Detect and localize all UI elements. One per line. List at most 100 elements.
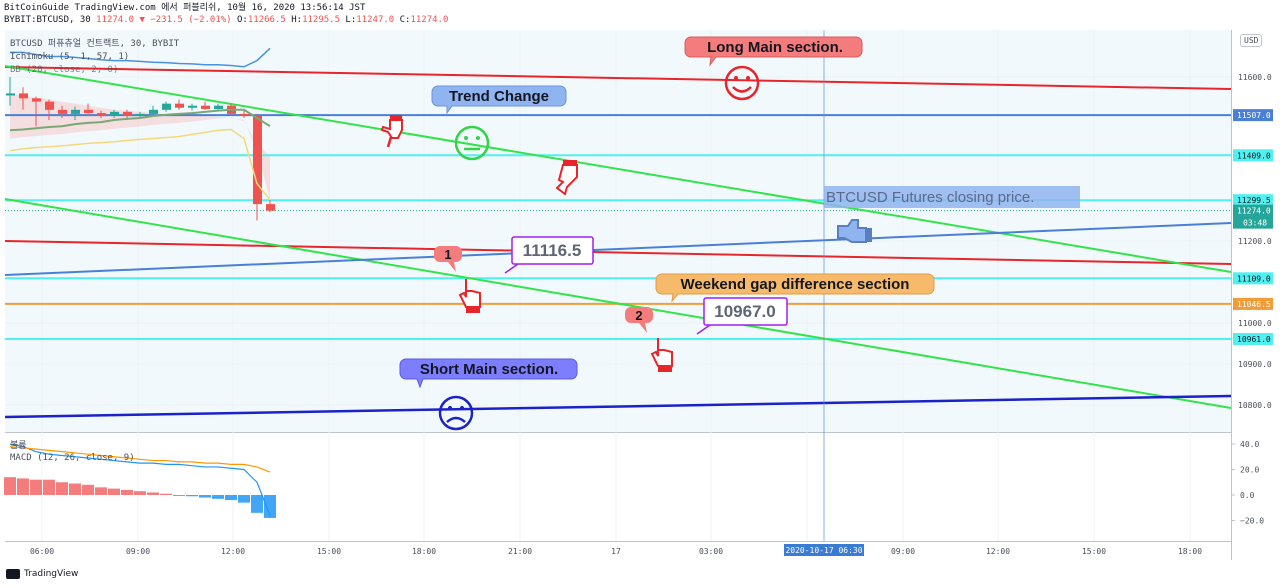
red-mid-trendline <box>4 240 1232 265</box>
long-main-callout[interactable]: Long Main section. <box>684 36 863 67</box>
macd-pane[interactable] <box>5 433 1231 541</box>
green-top-trendline <box>4 65 1232 273</box>
candle-body <box>45 101 54 110</box>
macd-histogram-bar <box>95 487 107 495</box>
candle-body <box>110 111 119 116</box>
candle-body <box>266 204 275 211</box>
price-label-10967[interactable]: 10967.0 <box>696 297 788 335</box>
low-label: L: <box>345 15 357 25</box>
blue-rising-trendline <box>4 222 1232 276</box>
price-label-11116[interactable]: 11116.5 <box>504 236 594 274</box>
price-tick-label: 11200.0 <box>1238 237 1272 246</box>
high-value: 11295.5 <box>302 15 340 25</box>
currency-button[interactable]: USD <box>1240 34 1263 47</box>
high-label: H: <box>291 15 303 25</box>
macd-histogram-bar <box>108 488 120 495</box>
macd-tick-label: 40.0 <box>1240 440 1259 449</box>
hand-pointer-icon <box>380 115 403 148</box>
macd-histogram-bar <box>134 491 146 495</box>
navy-rising-trendline <box>4 394 1232 419</box>
price-level-box <box>1233 297 1273 310</box>
hand-pointer-icon <box>458 279 481 313</box>
price-level-label: 10961.0 <box>1237 335 1271 344</box>
drawing-lines <box>4 65 1232 419</box>
candle-body <box>6 93 15 96</box>
price-level-box <box>1233 109 1273 122</box>
hand-pointer-icon <box>555 160 578 196</box>
closing-price-callout[interactable]: BTCUSD Futures closing price. <box>824 186 1080 208</box>
macd-histogram-bar <box>147 492 159 495</box>
current-price-label: 11274.0 <box>1237 207 1271 216</box>
price-tick-label: 10800.0 <box>1238 401 1272 410</box>
macd-histogram-bar <box>43 479 55 495</box>
bb-upper-line <box>10 47 271 68</box>
price-tick-label: 10900.0 <box>1238 360 1272 369</box>
weekend-gap-callout[interactable]: Weekend gap difference section <box>655 273 935 303</box>
time-tick-label: 18:00 <box>1178 547 1202 556</box>
macd-histogram-bar <box>238 495 250 503</box>
open-value: 11266.5 <box>247 15 286 25</box>
marker-1[interactable]: 1 <box>434 246 462 272</box>
macd-histogram-bar <box>69 483 81 495</box>
weekend-gap-label: Weekend gap difference section <box>681 276 910 293</box>
time-tick-label: 12:00 <box>221 547 245 556</box>
macd-histogram-bar <box>251 495 263 513</box>
macd-tick-label: 0.0 <box>1240 491 1255 500</box>
trend-change-label: Trend Change <box>449 88 549 105</box>
candle-body <box>188 105 197 108</box>
macd-histogram-bar <box>82 484 94 495</box>
legend-volume: 볼륨 <box>10 441 27 451</box>
macd-histogram-bar <box>225 495 237 501</box>
macd-histogram-bar <box>56 482 68 495</box>
candle-body <box>71 109 80 114</box>
candle-body <box>175 103 184 108</box>
signal-line <box>9 445 271 473</box>
price-tick-label: 11000.0 <box>1238 319 1272 328</box>
macd-histogram-bar <box>30 479 42 495</box>
trend-change-callout[interactable]: Trend Change <box>431 85 567 115</box>
crosshair-time-label: 2020-10-17 06:30 <box>785 546 862 555</box>
red-top-trendline <box>4 66 1232 90</box>
price-label-10967-text: 10967.0 <box>714 302 775 321</box>
macd-histogram-bar <box>212 495 224 499</box>
closing-price-label: BTCUSD Futures closing price. <box>826 189 1034 206</box>
candle-body <box>201 105 210 109</box>
publish-line: BitCoinGuide TradingView.com 에서 퍼블리쉬, 10… <box>4 3 366 13</box>
macd-tick-label: −20.0 <box>1240 517 1264 526</box>
countdown-label: 03:48 <box>1243 219 1267 228</box>
candle-body <box>19 93 28 99</box>
macd-histogram-bar <box>199 495 211 498</box>
smiley-sad-icon <box>438 395 474 431</box>
price-level-box <box>1233 332 1273 345</box>
short-main-callout[interactable]: Short Main section. <box>399 358 578 389</box>
price-level-label: 11507.0 <box>1237 111 1271 120</box>
macd-histogram-bar <box>173 495 185 496</box>
hand-pointer-icon <box>837 219 872 243</box>
time-tick-label: 12:00 <box>986 547 1010 556</box>
macd-series <box>4 443 276 518</box>
candle-body <box>136 113 145 116</box>
tradingview-logo[interactable]: TradingView <box>6 569 78 579</box>
price-level-label: 11409.0 <box>1237 151 1271 160</box>
candle-body <box>149 109 158 114</box>
price-label-11116-text: 11116.5 <box>523 241 582 260</box>
symbol-text: BYBIT:BTCUSD, 30 <box>4 15 91 25</box>
close-value: 11274.0 <box>410 15 449 25</box>
price-level-label: 11046.5 <box>1237 300 1271 309</box>
price-level-box <box>1233 194 1273 207</box>
short-main-label: Short Main section. <box>420 361 558 378</box>
long-main-label: Long Main section. <box>707 39 843 56</box>
open-label: O: <box>237 15 248 25</box>
legend-macd: MACD (12, 26, close, 9) <box>10 453 135 463</box>
legend-symbol: BTCUSD 퍼퓨츄얼 컨트랙트, 30, BYBIT <box>10 39 180 49</box>
tradingview-icon <box>6 569 20 579</box>
candle-body <box>58 109 67 114</box>
time-tick-label: 15:00 <box>317 547 341 556</box>
tradingview-brand: TradingView <box>24 569 79 579</box>
time-tick-label: 06:00 <box>30 547 54 556</box>
hand-pointer-icon <box>650 338 673 372</box>
marker-2[interactable]: 2 <box>625 307 653 333</box>
macd-histogram-bar <box>186 495 198 497</box>
macd-tick-label: 20.0 <box>1240 466 1259 475</box>
